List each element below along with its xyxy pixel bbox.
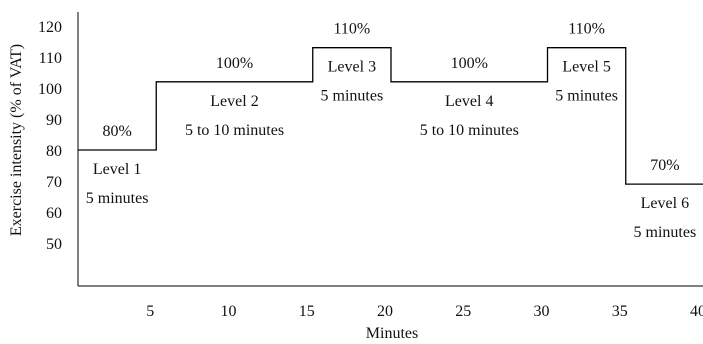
segment-percent-label: 80% (102, 123, 131, 140)
segment-duration-label: 5 minutes (321, 88, 384, 105)
x-tick-label: 40 (690, 303, 703, 320)
segment-duration-label: 5 to 10 minutes (185, 122, 284, 139)
segment-duration-label: 5 to 10 minutes (420, 122, 519, 139)
x-tick-label: 20 (377, 303, 393, 320)
segment-percent-label: 100% (216, 55, 253, 72)
x-tick-label: 10 (221, 303, 237, 320)
x-tick-label: 5 (146, 303, 154, 320)
y-tick-label: 70 (46, 174, 62, 191)
segment-percent-label: 110% (568, 21, 605, 38)
y-tick-label: 60 (46, 205, 62, 222)
y-tick-labels: 50 60 70 80 90 100 110 120 (38, 19, 62, 253)
segment-level-label: Level 3 (328, 59, 376, 76)
segment-labels: 80% Level 1 5 minutes 100% Level 2 5 to 10 mi… (86, 21, 696, 241)
y-tick-label: 90 (46, 112, 62, 129)
x-tick-label: 15 (299, 303, 315, 320)
segment-percent-label: 100% (451, 55, 488, 72)
x-tick-label: 35 (612, 303, 628, 320)
segment-duration-label: 5 minutes (634, 224, 697, 241)
segment-level-label: Level 4 (445, 93, 493, 110)
x-axis-title: Minutes (366, 325, 418, 342)
segment-level-label: Level 5 (562, 59, 610, 76)
segment-duration-label: 5 minutes (86, 190, 149, 207)
y-tick-label: 50 (46, 236, 62, 253)
segment-duration-label: 5 minutes (555, 88, 618, 105)
x-tick-labels: 5 10 15 20 25 30 35 40 (146, 303, 703, 320)
y-axis-title: Exercise intensity (% of VAT) (8, 44, 25, 236)
y-tick-label: 120 (38, 19, 62, 36)
x-tick-label: 25 (455, 303, 471, 320)
y-tick-label: 110 (39, 50, 62, 67)
y-tick-label: 100 (38, 81, 62, 98)
segment-percent-label: 110% (334, 21, 371, 38)
y-tick-label: 80 (46, 143, 62, 160)
segment-level-label: Level 1 (93, 161, 141, 178)
segment-percent-label: 70% (650, 157, 679, 174)
intensity-step-line (78, 47, 703, 185)
x-tick-label: 30 (534, 303, 550, 320)
segment-level-label: Level 2 (210, 93, 258, 110)
segment-level-label: Level 6 (641, 195, 689, 212)
